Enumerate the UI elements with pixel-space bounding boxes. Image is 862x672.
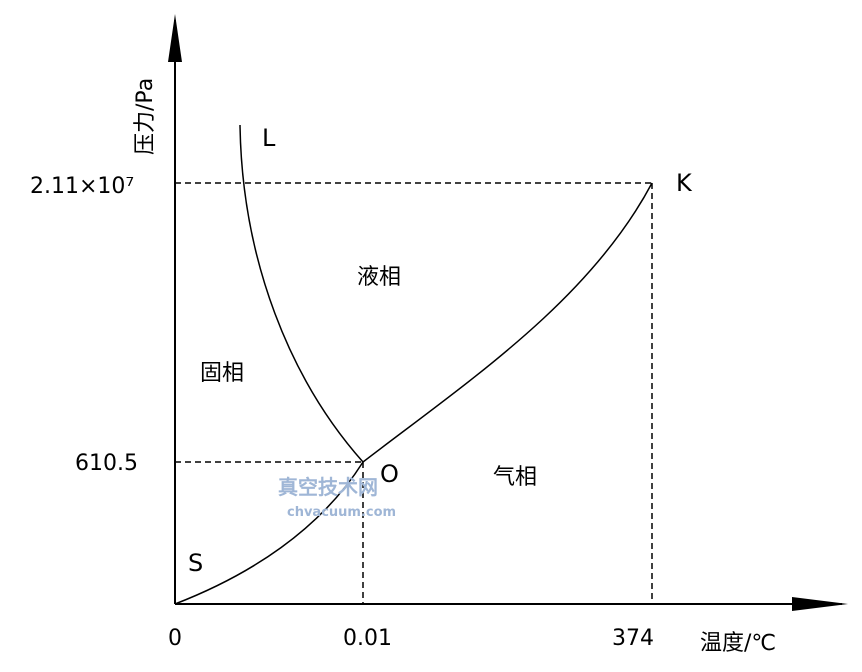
x-axis-arrow-icon — [792, 597, 848, 611]
y-axis-arrow-icon — [168, 14, 182, 62]
watermark-url: chvacuum.com — [287, 505, 396, 520]
vaporization-curve-OK — [362, 182, 653, 463]
region-label-gas: 气相 — [493, 465, 537, 490]
y-axis — [168, 14, 182, 604]
guide-lines — [175, 182, 653, 604]
x-axis — [175, 597, 848, 611]
phase-curves — [174, 124, 653, 605]
y-axis-title: 压力/Pa — [133, 78, 158, 155]
region-label-liquid: 液相 — [357, 265, 401, 290]
x-tick-triple-temperature: 0.01 — [343, 626, 392, 651]
x-tick-zero: 0 — [168, 626, 182, 651]
y-tick-critical-pressure: 2.11×10⁷ — [30, 174, 134, 199]
point-label-L: L — [262, 124, 276, 152]
melting-curve-OL — [239, 124, 364, 463]
sublimation-curve-SO — [174, 461, 364, 605]
watermark-cn: 真空技术网 — [278, 475, 378, 499]
y-tick-triple-pressure: 610.5 — [75, 451, 138, 476]
point-label-O: O — [380, 460, 399, 488]
watermark: 真空技术网 chvacuum.com — [278, 475, 396, 520]
x-axis-title: 温度/℃ — [700, 631, 776, 656]
x-tick-critical-temperature: 374 — [612, 626, 654, 651]
point-label-S: S — [188, 549, 203, 577]
point-label-K: K — [676, 169, 693, 197]
region-label-solid: 固相 — [200, 361, 244, 386]
